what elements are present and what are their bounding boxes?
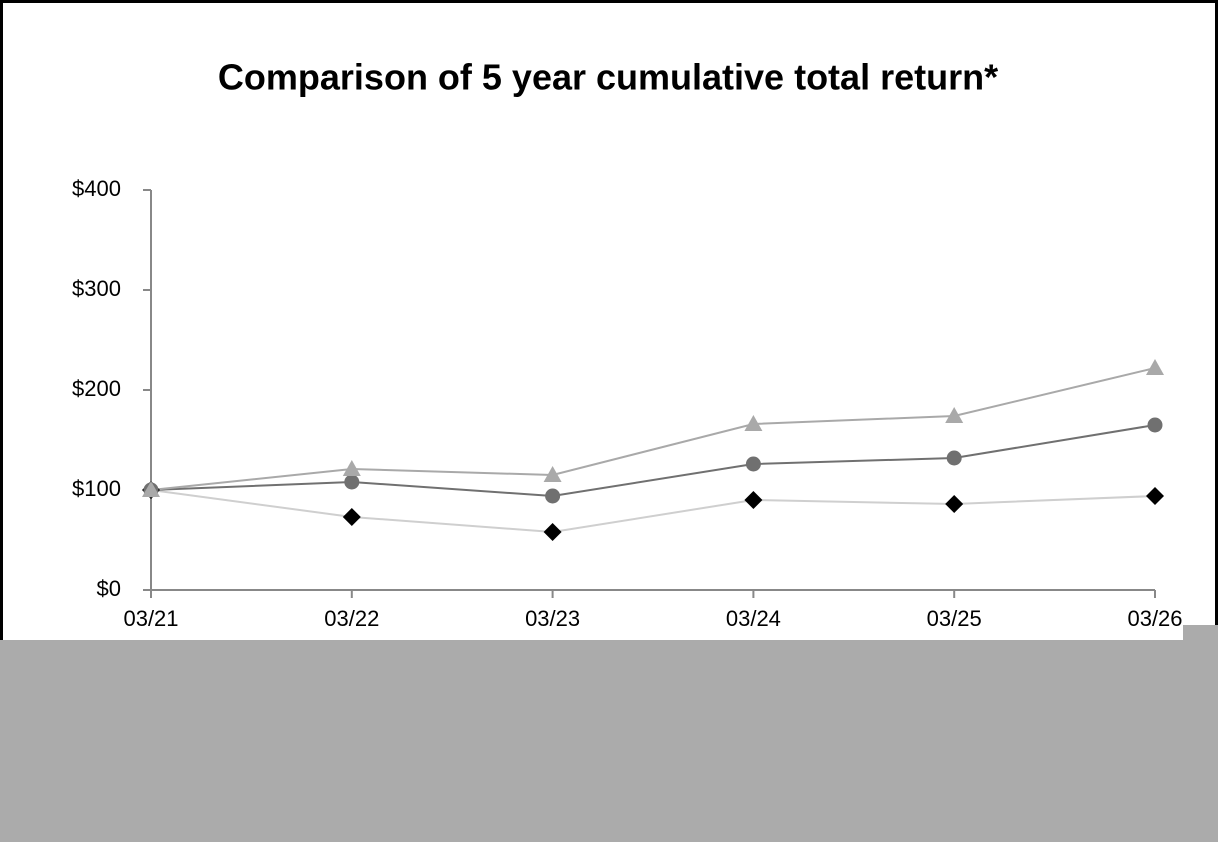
plot-area: $0 $100 $200 $300 $400 03/21 03/22 03/23 03/24 03… bbox=[72, 176, 1182, 631]
overlay bbox=[1183, 625, 1218, 645]
marker bbox=[744, 415, 763, 431]
x-tick-label: 03/22 bbox=[324, 606, 379, 631]
marker bbox=[545, 488, 561, 504]
marker bbox=[543, 466, 562, 482]
marker bbox=[142, 481, 160, 497]
marker bbox=[1147, 417, 1163, 433]
marker bbox=[543, 523, 562, 541]
marker bbox=[1146, 359, 1164, 375]
y-tick-label: $300 bbox=[72, 276, 121, 301]
x-tick-label: 03/24 bbox=[726, 606, 781, 631]
marker bbox=[342, 508, 361, 526]
marker bbox=[744, 491, 763, 509]
x-tick-label: 03/23 bbox=[525, 606, 580, 631]
series-line bbox=[150, 367, 1156, 491]
x-tick-label: 03/21 bbox=[123, 606, 178, 631]
marker bbox=[344, 474, 360, 490]
y-tick-label: $100 bbox=[72, 476, 121, 501]
marker bbox=[1146, 487, 1164, 505]
marker bbox=[342, 460, 361, 476]
marker bbox=[946, 450, 962, 466]
x-tick-label: 03/26 bbox=[1127, 606, 1182, 631]
marker bbox=[745, 456, 761, 472]
marker bbox=[945, 407, 964, 423]
chart-title: Comparison of 5 year cumulative total re… bbox=[218, 57, 998, 98]
series-line bbox=[150, 424, 1156, 498]
y-tick-label: $200 bbox=[72, 376, 121, 401]
x-tick-label: 03/25 bbox=[927, 606, 982, 631]
series-line bbox=[150, 489, 1156, 534]
marker bbox=[945, 495, 964, 513]
y-tick-label: $0 bbox=[97, 576, 121, 601]
overlay bbox=[0, 640, 1218, 842]
y-tick-label: $400 bbox=[72, 176, 121, 201]
